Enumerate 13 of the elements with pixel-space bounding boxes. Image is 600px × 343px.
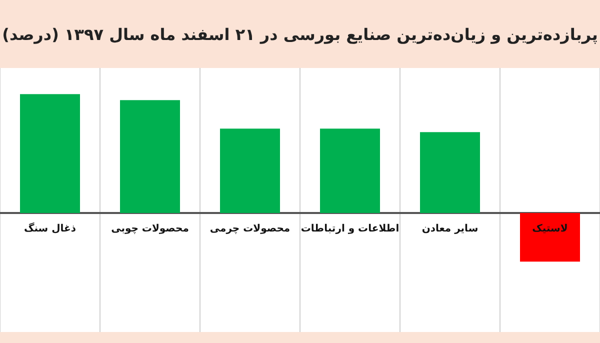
bar bbox=[20, 94, 80, 213]
bar bbox=[220, 128, 280, 213]
chart-title: پربازده‌ترین و زیان‌ده‌ترین صنایع بورسی در ۲۱ اسفند ماه سال ۱۳۹۷ (درصد) bbox=[0, 0, 600, 68]
x-tick-label: محصولات چوبی bbox=[111, 224, 189, 235]
x-tick-label: محصولات چرمی bbox=[210, 224, 290, 235]
x-tick-label: سایر معادن bbox=[422, 224, 478, 235]
bar bbox=[120, 100, 180, 213]
bar bbox=[520, 212, 580, 262]
bar bbox=[420, 132, 480, 213]
x-tick-label: اطلاعات و ارتباطات bbox=[300, 224, 400, 235]
x-tick-label: لاستیک bbox=[532, 224, 568, 235]
bar bbox=[320, 128, 380, 213]
x-tick-label: ذغال سنگ bbox=[24, 222, 76, 235]
